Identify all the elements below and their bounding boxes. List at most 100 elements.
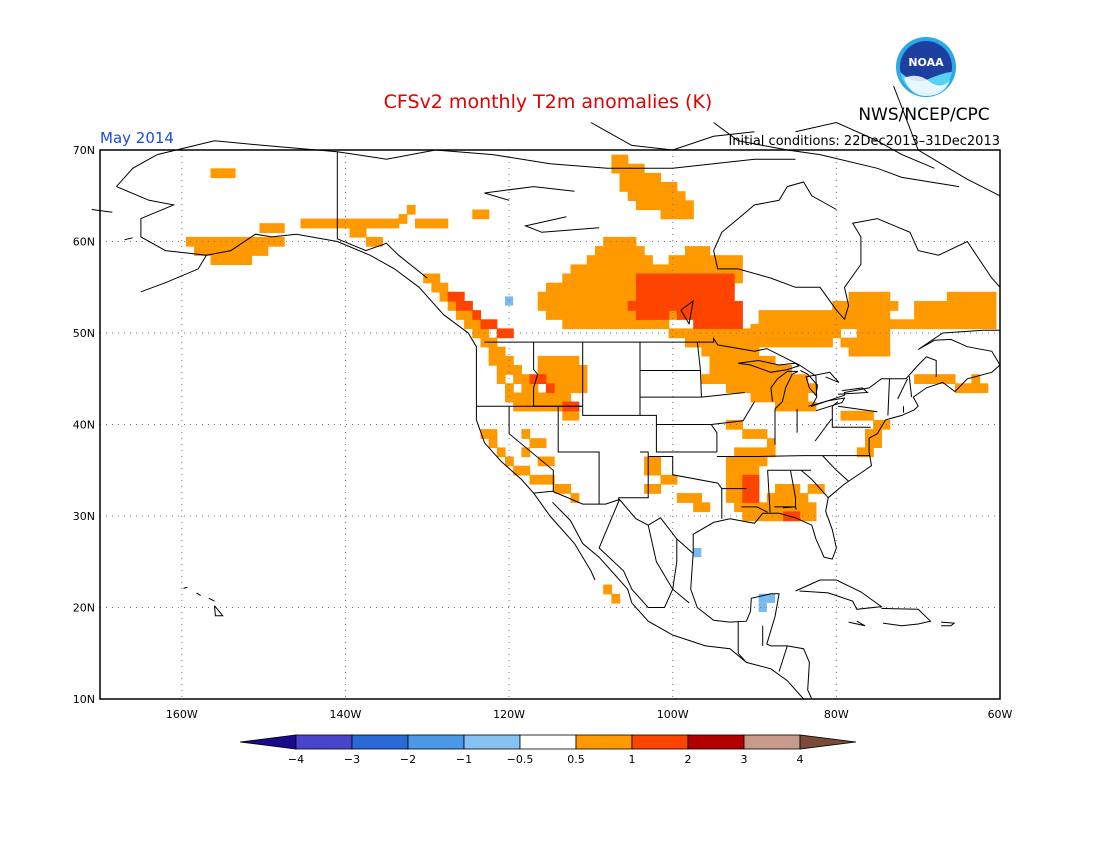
colorbar-tick-label: −0.5 [507,753,534,766]
anomaly-cell [676,209,686,220]
anomaly-cell [513,374,522,384]
colorbar-tick-label: 3 [741,753,748,766]
anomaly-cell [717,291,727,302]
anomaly-cell [668,310,678,320]
anomaly-cell [562,319,572,330]
anomaly-cell [586,319,596,330]
anomaly-cell [734,447,743,458]
month-label: May 2014 [100,129,174,147]
anomaly-cell [357,218,367,229]
anomaly-cell [496,374,506,384]
anomaly-cell [619,301,629,311]
anomaly-cell [783,319,792,330]
map-boundary-line [648,456,723,519]
anomaly-cell [578,301,588,311]
anomaly-cell [783,310,792,320]
anomaly-cell [693,328,702,339]
anomaly-cell [505,392,514,403]
lat-label: 50N [73,327,95,340]
anomaly-cell [570,383,580,394]
anomaly-cell [709,264,719,275]
anomaly-cell [873,301,882,311]
anomaly-cell [693,493,702,503]
anomaly-cell [644,319,653,330]
anomaly-cell [668,273,678,284]
anomaly-cell [709,374,719,384]
anomaly-cell [758,328,768,339]
anomaly-cell [464,319,473,330]
anomaly-cell [725,355,735,366]
anomaly-cell [709,291,719,302]
anomaly-cell [701,264,711,275]
map-boundary-line [484,336,937,408]
anomaly-cell [537,392,547,403]
anomaly-cell [505,383,514,394]
anomaly-cell [431,273,441,284]
anomaly-cell [635,282,645,293]
anomaly-cell [848,410,858,421]
anomaly-cell [799,401,809,412]
anomaly-cell [725,291,735,302]
anomaly-cell [930,319,940,330]
anomaly-cell [734,493,743,503]
anomaly-cell [791,374,801,384]
anomaly-cell [685,255,694,265]
anomaly-cell [431,218,441,229]
anomaly-cell [251,236,261,247]
anomaly-cell [791,310,801,320]
anomaly-cell [979,291,989,302]
anomaly-cell [717,346,727,357]
anomaly-cell [578,310,588,320]
anomaly-cell [235,255,244,265]
lat-label: 20N [73,602,95,615]
anomaly-cell [644,282,653,293]
anomaly-cell [725,301,735,311]
anomaly-cell-negative [766,593,775,603]
anomaly-cell [586,291,596,302]
map-boundary-line [783,506,797,510]
anomaly-cell [955,291,964,302]
anomaly-cell [529,438,539,448]
anomaly-cell [938,319,948,330]
anomaly-cell [889,301,899,311]
anomaly-cell [595,310,604,320]
anomaly-cell [791,337,801,348]
map-boundary-line [710,424,718,452]
anomaly-cell [251,246,261,256]
anomaly-cell [627,310,637,320]
anomaly-cell [545,301,555,311]
anomaly-cell [799,328,809,339]
anomaly-cell [742,465,752,476]
anomaly-cell [660,301,670,311]
anomaly-cell [652,319,662,330]
anomaly-cell [554,374,563,384]
anomaly-cell [603,246,612,256]
anomaly-cell [267,236,277,247]
anomaly-cell [595,273,604,284]
anomaly-cell [521,465,531,476]
anomaly-cell [226,236,236,247]
anomaly-cell [873,310,882,320]
init-conditions: Initial conditions: 22Dec2013–31Dec2013 [728,134,1000,149]
map-boundary-line [713,218,1001,321]
anomaly-cell [701,502,711,513]
anomaly-cell-negative [758,602,767,613]
anomaly-cell [570,264,580,275]
anomaly-cell [758,456,768,467]
colorbar-tick-label: −1 [456,753,472,766]
anomaly-cell [521,447,531,458]
anomaly-cell [922,319,932,330]
anomaly-cell [439,282,449,293]
colorbar-tick-label: −4 [288,753,304,766]
anomaly-cell [881,346,891,357]
anomaly-cell [734,456,743,467]
anomaly-cell [652,291,662,302]
anomaly-cell [635,191,645,201]
anomaly-cell [856,447,866,458]
colorbar-swatch [687,734,745,750]
anomaly-cell [791,511,801,522]
anomaly-cell [439,291,449,302]
map-boundary-line [767,470,771,513]
anomaly-cell [455,310,465,320]
anomaly-cell [717,374,727,384]
